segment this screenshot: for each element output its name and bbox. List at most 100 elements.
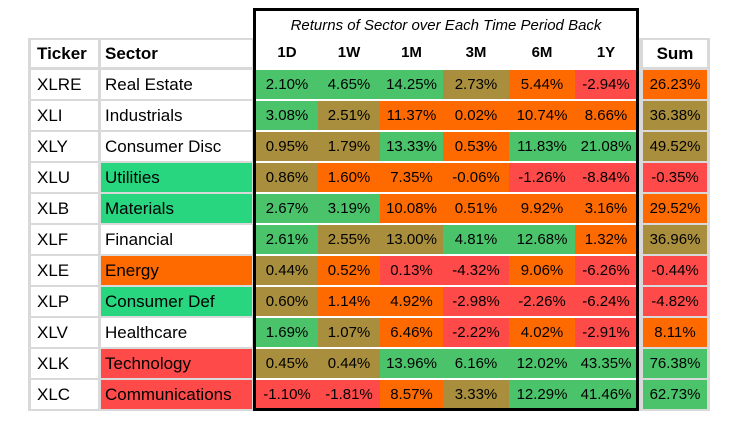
return-cell-1m: 6.46%	[380, 318, 443, 347]
return-cell-6m: 4.02%	[509, 318, 575, 347]
return-cell-1w: 1.60%	[318, 163, 380, 192]
sum-cell: 8.11%	[643, 318, 707, 347]
return-cell-1m: 8.57%	[380, 380, 443, 409]
return-cell-1d: 0.95%	[256, 132, 318, 161]
sum-cell: 29.52%	[643, 194, 707, 223]
return-cell-1y: -6.26%	[575, 256, 637, 285]
return-cell-6m: -2.26%	[509, 287, 575, 316]
period-header-3m: 3M	[465, 44, 487, 61]
return-cell-1w: 1.14%	[318, 287, 380, 316]
return-cell-3m: -4.32%	[443, 256, 509, 285]
table-row: XLE Energy 0.44% 0.52% 0.13% -4.32% 9.06% -6.26…	[0, 256, 732, 285]
return-cell-3m: 6.16%	[443, 349, 509, 378]
return-cell-6m: 12.29%	[509, 380, 575, 409]
header-sum: Sum	[643, 40, 707, 67]
sum-cell: -0.35%	[643, 163, 707, 192]
return-cell-6m: 9.92%	[509, 194, 575, 223]
header-sector: Sector	[101, 40, 252, 67]
return-cell-1w: -1.81%	[318, 380, 380, 409]
return-cell-1d: 0.86%	[256, 163, 318, 192]
return-cell-6m: 9.06%	[509, 256, 575, 285]
return-cell-1d: 0.44%	[256, 256, 318, 285]
table-row: XLRE Real Estate 2.10% 4.65% 14.25% 2.73% 5.44…	[0, 70, 732, 99]
table-row: XLV Healthcare 1.69% 1.07% 6.46% -2.22% 4.02% -…	[0, 318, 732, 347]
return-cell-1m: 13.96%	[380, 349, 443, 378]
ticker-cell: XLC	[31, 380, 98, 409]
return-cell-1y: 1.32%	[575, 225, 637, 254]
return-cell-1y: 21.08%	[575, 132, 637, 161]
sector-cell: Materials	[101, 194, 252, 223]
return-cell-6m: 12.68%	[509, 225, 575, 254]
return-cell-1m: 13.33%	[380, 132, 443, 161]
return-cell-1d: 3.08%	[256, 101, 318, 130]
return-cell-1y: -2.91%	[575, 318, 637, 347]
return-cell-3m: 3.33%	[443, 380, 509, 409]
ticker-cell: XLRE	[31, 70, 98, 99]
return-cell-1d: 1.69%	[256, 318, 318, 347]
return-cell-1m: 11.37%	[380, 101, 443, 130]
sum-cell: 62.73%	[643, 380, 707, 409]
period-header-6m: 6M	[531, 44, 553, 61]
ticker-cell: XLB	[31, 194, 98, 223]
sum-cell: 36.96%	[643, 225, 707, 254]
sum-cell: -4.82%	[643, 287, 707, 316]
sector-cell: Industrials	[101, 101, 252, 130]
ticker-cell: XLI	[31, 101, 98, 130]
return-cell-1d: 0.45%	[256, 349, 318, 378]
period-header-1d: 1D	[277, 44, 297, 61]
ticker-cell: XLP	[31, 287, 98, 316]
sum-cell: 36.38%	[643, 101, 707, 130]
table-row: XLU Utilities 0.86% 1.60% 7.35% -0.06% -1.26% -…	[0, 163, 732, 192]
sector-cell: Technology	[101, 349, 252, 378]
table-row: XLF Financial 2.61% 2.55% 13.00% 4.81% 12.68% 1…	[0, 225, 732, 254]
return-cell-1y: -2.94%	[575, 70, 637, 99]
period-header-1w: 1W	[337, 44, 361, 61]
return-cell-1m: 13.00%	[380, 225, 443, 254]
sum-cell: 26.23%	[643, 70, 707, 99]
return-cell-1m: 14.25%	[380, 70, 443, 99]
return-cell-3m: 0.02%	[443, 101, 509, 130]
period-header-1m: 1M	[401, 44, 422, 61]
sector-cell: Energy	[101, 256, 252, 285]
return-cell-1y: -8.84%	[575, 163, 637, 192]
ticker-cell: XLV	[31, 318, 98, 347]
return-cell-3m: 0.51%	[443, 194, 509, 223]
return-cell-1d: -1.10%	[256, 380, 318, 409]
return-cell-3m: -2.22%	[443, 318, 509, 347]
return-cell-1w: 0.52%	[318, 256, 380, 285]
sector-cell: Communications	[101, 380, 252, 409]
ticker-cell: XLE	[31, 256, 98, 285]
return-cell-1y: -6.24%	[575, 287, 637, 316]
return-cell-6m: -1.26%	[509, 163, 575, 192]
table-row: XLY Consumer Disc 0.95% 1.79% 13.33% 0.53% 11.…	[0, 132, 732, 161]
return-cell-1m: 7.35%	[380, 163, 443, 192]
ticker-cell: XLU	[31, 163, 98, 192]
table-row: XLK Technology 0.45% 0.44% 13.96% 6.16% 12.02%…	[0, 349, 732, 378]
return-cell-1m: 0.13%	[380, 256, 443, 285]
return-cell-1w: 0.44%	[318, 349, 380, 378]
return-cell-1y: 41.46%	[575, 380, 637, 409]
table-row: XLP Consumer Def 0.60% 1.14% 4.92% -2.98% -2.2…	[0, 287, 732, 316]
return-cell-1w: 2.55%	[318, 225, 380, 254]
return-cell-1w: 1.07%	[318, 318, 380, 347]
sum-cell: 49.52%	[643, 132, 707, 161]
return-cell-1y: 43.35%	[575, 349, 637, 378]
ticker-cell: XLF	[31, 225, 98, 254]
return-cell-3m: -2.98%	[443, 287, 509, 316]
table-row: XLI Industrials 3.08% 2.51% 11.37% 0.02% 10.74…	[0, 101, 732, 130]
return-cell-3m: 2.73%	[443, 70, 509, 99]
ticker-cell: XLY	[31, 132, 98, 161]
return-cell-1d: 2.61%	[256, 225, 318, 254]
sector-cell: Financial	[101, 225, 252, 254]
header-ticker: Ticker	[31, 40, 98, 67]
return-cell-1w: 1.79%	[318, 132, 380, 161]
return-cell-6m: 10.74%	[509, 101, 575, 130]
return-cell-6m: 11.83%	[509, 132, 575, 161]
sector-cell: Healthcare	[101, 318, 252, 347]
period-header-1y: 1Y	[596, 44, 616, 61]
sum-cell: 76.38%	[643, 349, 707, 378]
return-cell-1w: 2.51%	[318, 101, 380, 130]
return-cell-1m: 10.08%	[380, 194, 443, 223]
return-cell-6m: 12.02%	[509, 349, 575, 378]
return-cell-3m: 4.81%	[443, 225, 509, 254]
